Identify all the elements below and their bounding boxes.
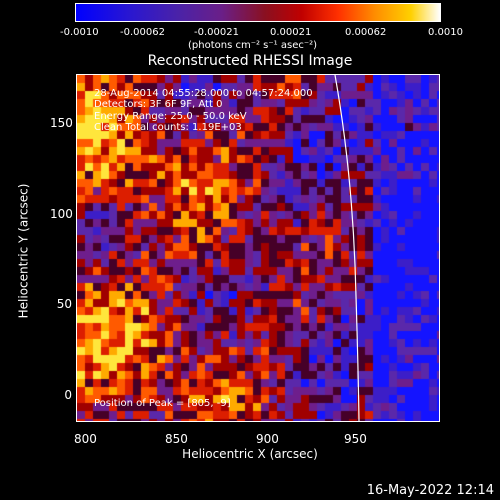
energy-range: Energy Range: 25.0 - 50.0 keV	[94, 111, 247, 122]
peak-position: Position of Peak = [805, -9]	[94, 398, 231, 409]
clean-counts: Clean Total counts: 1.19E+03	[94, 122, 242, 133]
image-plot	[76, 74, 440, 422]
x-tick: 800	[74, 432, 97, 446]
colorbar-tick: -0.0010	[60, 27, 99, 38]
footer-date: 16-May-2022 12:14	[366, 483, 494, 498]
plot-title: Reconstructed RHESSI Image	[147, 53, 353, 69]
colorbar-gradient	[75, 3, 441, 22]
rhessi-image	[77, 75, 439, 421]
time-range: 28-Aug-2014 04:55:28.000 to 04:57:24.000	[94, 88, 313, 99]
colorbar-tick: 0.0010	[428, 27, 463, 38]
x-axis-label: Heliocentric X (arcsec)	[182, 447, 318, 461]
colorbar-tick: 0.00062	[345, 27, 387, 38]
y-tick: 0	[64, 388, 72, 402]
colorbar-tick: -0.00021	[194, 27, 239, 38]
solar-limb	[334, 75, 360, 421]
x-tick: 850	[165, 432, 188, 446]
x-tick: 950	[344, 432, 367, 446]
y-tick: 50	[56, 297, 72, 311]
colorbar-units: (photons cm⁻² s⁻¹ asec⁻²)	[188, 40, 318, 51]
y-tick: 100	[50, 207, 73, 221]
colorbar-tick: 0.00021	[270, 27, 312, 38]
detectors-info: Detectors: 3F 6F 9F, Att 0	[94, 99, 223, 110]
y-tick: 150	[50, 116, 73, 130]
y-axis-label: Heliocentric Y (arcsec)	[16, 183, 31, 319]
colorbar	[75, 3, 441, 22]
x-tick: 900	[256, 432, 279, 446]
colorbar-tick: -0.00062	[120, 27, 165, 38]
